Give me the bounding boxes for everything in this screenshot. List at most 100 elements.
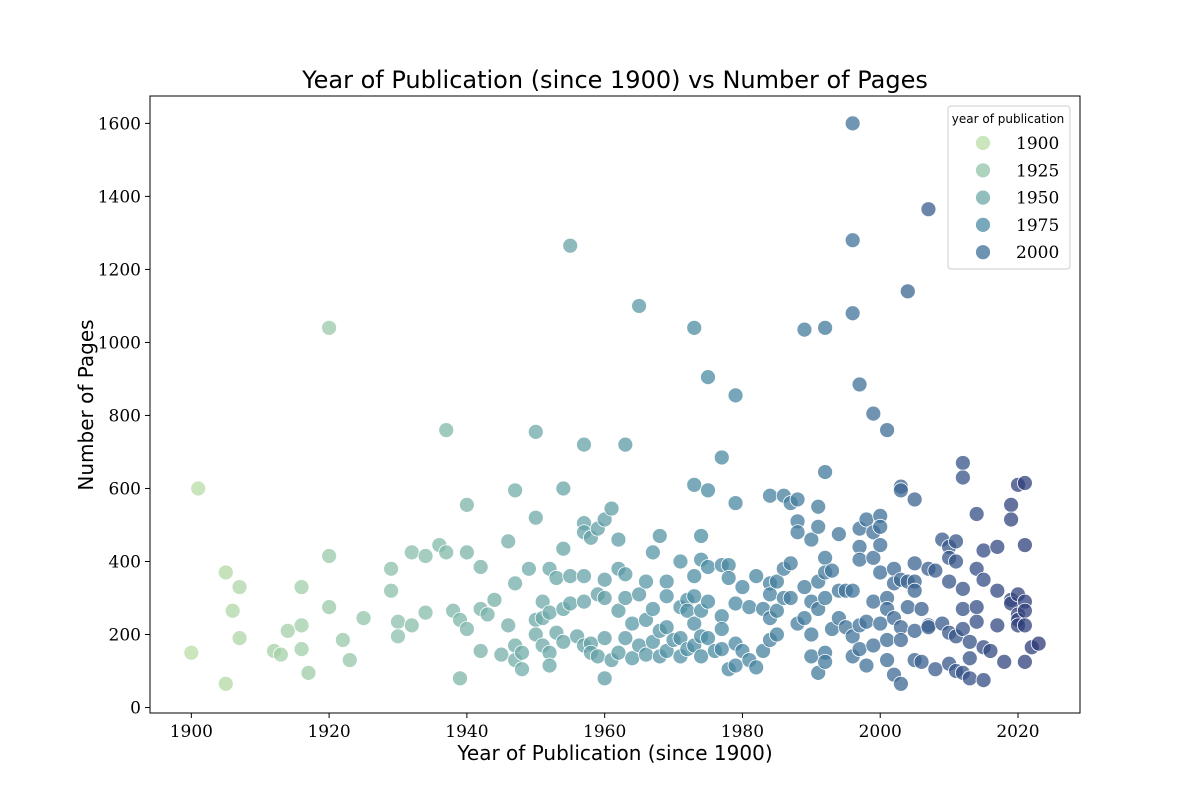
data-point	[865, 405, 882, 422]
y-tick-label: 1400	[98, 187, 141, 207]
data-point	[920, 201, 937, 218]
data-point	[989, 617, 1006, 634]
y-tick-label: 200	[109, 626, 141, 646]
data-point	[734, 579, 751, 595]
data-point	[658, 573, 675, 590]
data-point	[486, 591, 503, 608]
y-tick-label: 800	[109, 406, 141, 426]
data-point	[293, 617, 310, 634]
data-point	[631, 298, 648, 314]
data-point	[961, 633, 978, 650]
data-point	[390, 613, 406, 630]
data-point	[879, 422, 896, 438]
data-point	[961, 650, 978, 667]
data-point	[968, 506, 985, 522]
data-point	[851, 641, 868, 658]
data-point	[700, 630, 716, 647]
data-point	[927, 661, 944, 678]
legend-label: 2000	[1016, 243, 1059, 263]
legend-marker	[975, 244, 991, 261]
data-point	[321, 319, 338, 336]
data-point	[796, 321, 813, 338]
data-point	[321, 548, 338, 564]
data-point	[555, 480, 572, 497]
data-point	[279, 622, 296, 639]
data-point	[500, 533, 517, 550]
data-point	[851, 376, 868, 393]
data-point	[617, 590, 634, 606]
data-point	[789, 524, 806, 541]
data-point	[334, 632, 351, 648]
data-point	[748, 659, 765, 676]
data-point	[941, 573, 958, 590]
data-point	[851, 551, 868, 568]
data-point	[562, 568, 579, 584]
data-point	[865, 637, 882, 654]
data-point	[576, 593, 592, 610]
data-point	[954, 601, 971, 617]
data-point	[727, 595, 744, 612]
data-point	[596, 630, 613, 647]
data-point	[892, 632, 909, 648]
data-point	[768, 626, 785, 643]
data-point	[272, 646, 289, 663]
data-point	[555, 540, 572, 557]
data-point	[1016, 475, 1033, 491]
data-point	[231, 579, 248, 595]
data-point	[438, 422, 455, 438]
data-point	[651, 528, 668, 544]
y-tick-label: 1000	[98, 333, 141, 353]
data-point	[383, 560, 400, 577]
data-point	[961, 670, 978, 687]
data-point	[217, 564, 234, 581]
data-point	[844, 305, 861, 322]
data-point	[700, 482, 716, 499]
data-point	[603, 500, 620, 517]
data-point	[631, 586, 648, 603]
data-point	[183, 644, 200, 661]
data-point	[472, 559, 489, 575]
data-point	[417, 604, 434, 621]
data-point	[899, 283, 916, 300]
data-point	[906, 555, 923, 572]
data-point	[576, 436, 592, 453]
legend: year of publication 1900 1925 1950 1975 2000	[947, 105, 1071, 270]
legend-title: year of publication	[952, 112, 1064, 126]
data-point	[906, 582, 923, 599]
data-point	[803, 531, 820, 548]
data-point	[975, 571, 992, 588]
data-point	[576, 568, 592, 584]
data-point	[913, 601, 930, 617]
data-point	[796, 610, 813, 626]
data-point	[452, 670, 468, 687]
data-point	[872, 615, 889, 632]
data-point	[658, 588, 675, 605]
data-point	[527, 423, 544, 440]
data-point	[768, 602, 785, 619]
data-point	[727, 387, 744, 404]
data-point	[686, 588, 703, 605]
data-point	[954, 469, 971, 486]
data-point	[617, 436, 634, 453]
plot-area	[149, 95, 1081, 714]
data-point	[727, 495, 744, 511]
data-point	[190, 480, 207, 497]
y-tick-label: 1600	[98, 114, 141, 134]
data-point	[830, 526, 847, 543]
data-point	[989, 538, 1006, 555]
x-tick-label: 2020	[996, 722, 1039, 742]
data-point	[713, 621, 730, 637]
data-point	[844, 115, 861, 132]
data-point	[906, 622, 923, 639]
data-point	[741, 599, 758, 616]
data-point	[1003, 496, 1020, 513]
legend-marker	[975, 216, 991, 233]
data-point	[844, 582, 861, 599]
data-point	[589, 648, 606, 665]
data-point	[796, 579, 813, 595]
data-point	[300, 664, 317, 681]
data-point	[810, 498, 827, 515]
data-point	[817, 590, 834, 606]
data-point	[644, 601, 661, 617]
data-point	[782, 555, 799, 572]
